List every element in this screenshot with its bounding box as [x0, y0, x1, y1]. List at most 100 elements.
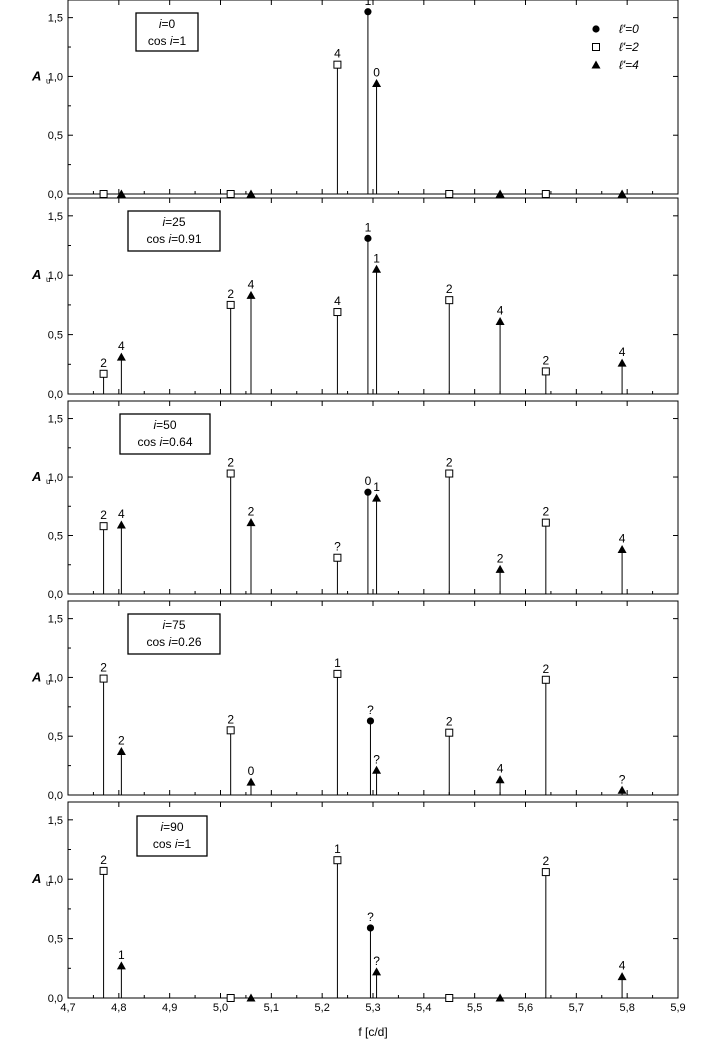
- stem-label: 2: [118, 733, 125, 747]
- stem-label: 4: [497, 304, 504, 318]
- stem-marker-circle: [364, 8, 372, 16]
- stem-marker-circle: [366, 924, 375, 932]
- stem-marker-circle: [364, 234, 372, 242]
- y-tick-label: 0,5: [48, 934, 63, 946]
- stem-label: 2: [248, 505, 255, 519]
- stem-label: 2: [446, 282, 453, 296]
- x-axis: 4,7 4,8 4,9 5,0 5,1 5,2 5,3 5,4 5,5 5,6 5,7 5,8 5,9: [60, 1002, 685, 1014]
- info-text-part: =0.64: [162, 435, 193, 449]
- stem-label: ?: [367, 910, 374, 924]
- y-tick-label: 0,5: [48, 731, 63, 743]
- stem-marker-square: [99, 866, 108, 875]
- stem-label: 4: [497, 762, 504, 776]
- stem-label: 4: [619, 532, 626, 546]
- info-text-part: i: [175, 837, 178, 851]
- y-tick-label: 0,5: [48, 531, 63, 543]
- legend-label: ℓ'=0: [619, 22, 639, 36]
- info-text-part: i: [159, 435, 162, 449]
- info-text-part: =25: [165, 215, 186, 229]
- panel-info-line: i=0: [159, 17, 176, 31]
- panel-info-line: cos i=0.91: [146, 232, 201, 246]
- stem-marker-triangle: [116, 189, 126, 198]
- x-tick-label: 4,8: [111, 1002, 126, 1014]
- stem-label: 2: [542, 505, 549, 519]
- stem-label: ?: [334, 540, 341, 554]
- panel-info-line: cos i=0.26: [146, 635, 201, 649]
- info-text-part: =50: [156, 418, 177, 432]
- panel-info-line: i=25: [162, 215, 185, 229]
- y-tick-label: 1,0: [48, 874, 63, 886]
- stem-label: 1: [334, 842, 341, 856]
- stem-marker-square: [445, 728, 454, 737]
- stem-marker-square: [99, 369, 108, 378]
- stem-marker-circle: [366, 717, 375, 725]
- stem-label: 1: [373, 480, 380, 494]
- y-tick-label: 0,0: [48, 389, 63, 401]
- stem-marker-triangle: [495, 993, 505, 1002]
- y-tick-label: 1,5: [48, 614, 63, 626]
- y-tick-label: 1,5: [48, 414, 63, 426]
- stem-label: 4: [334, 47, 341, 61]
- stem-marker-square: [99, 522, 108, 531]
- x-tick-label: 5,6: [518, 1002, 533, 1014]
- stem-marker-triangle: [372, 967, 382, 976]
- stem-label: 4: [118, 507, 125, 521]
- stem-marker-triangle: [495, 317, 505, 326]
- x-tick-label: 5,7: [569, 1002, 584, 1014]
- stem-label: 2: [100, 508, 107, 522]
- stem-label: 2: [446, 456, 453, 470]
- legend-marker-circle: [592, 25, 600, 33]
- stem-label: 1: [334, 656, 341, 670]
- stem-label: 2: [542, 854, 549, 868]
- x-tick-label: 5,3: [365, 1002, 380, 1014]
- info-text-part: cos: [137, 435, 159, 449]
- panel-info-box: [127, 613, 221, 655]
- y-tick-label: 1,5: [48, 211, 63, 223]
- stem-marker-triangle: [617, 189, 627, 198]
- legend: ℓ'=0 ℓ'=2 ℓ'=4: [591, 22, 639, 72]
- stem-marker-square: [445, 994, 454, 1002]
- stem-label: ?: [619, 772, 626, 786]
- y-axis-label: A: [31, 267, 41, 282]
- stem-label: 0: [373, 65, 380, 79]
- stem-marker-triangle: [246, 518, 256, 527]
- stem-marker-triangle: [116, 746, 126, 755]
- y-tick-label: 1,0: [48, 672, 63, 684]
- stem-marker-square: [445, 469, 454, 478]
- stem-label: 4: [619, 345, 626, 359]
- stem-label: 4: [619, 959, 626, 973]
- stem-label: 2: [446, 715, 453, 729]
- stem-marker-triangle: [246, 777, 256, 786]
- y-tick-label: 1,0: [48, 71, 63, 83]
- stem-marker-square: [99, 674, 108, 683]
- stem-label: ?: [367, 703, 374, 717]
- legend-marker-square: [592, 43, 600, 51]
- info-text-part: =90: [163, 820, 184, 834]
- info-text-part: i: [162, 618, 165, 632]
- stem-marker-triangle: [617, 545, 627, 554]
- info-text-part: i: [170, 34, 173, 48]
- x-tick-label: 4,9: [162, 1002, 177, 1014]
- y-tick-label: 0,5: [48, 130, 63, 142]
- panel-info-line: i=50: [153, 418, 176, 432]
- stem-label: 2: [100, 853, 107, 867]
- x-tick-label: 5,4: [416, 1002, 431, 1014]
- stem-marker-triangle: [246, 290, 256, 299]
- info-text-part: =0.26: [171, 635, 202, 649]
- info-text-part: cos: [148, 34, 170, 48]
- y-tick-label: 0,5: [48, 330, 63, 342]
- info-text-part: cos: [146, 635, 168, 649]
- stem-marker-square: [226, 994, 235, 1002]
- stem-label: 2: [542, 662, 549, 676]
- y-axis-label-sub: u: [46, 677, 50, 686]
- x-tick-label: 5,9: [670, 1002, 685, 1014]
- info-text-part: =1: [178, 837, 192, 851]
- stem-marker-triangle: [617, 785, 627, 794]
- stem-marker-triangle: [617, 358, 627, 367]
- stem-marker-square: [333, 856, 342, 865]
- info-text-part: cos: [153, 837, 175, 851]
- stem-marker-square: [445, 190, 454, 198]
- y-tick-label: 1,0: [48, 270, 63, 282]
- info-text-part: i: [153, 418, 156, 432]
